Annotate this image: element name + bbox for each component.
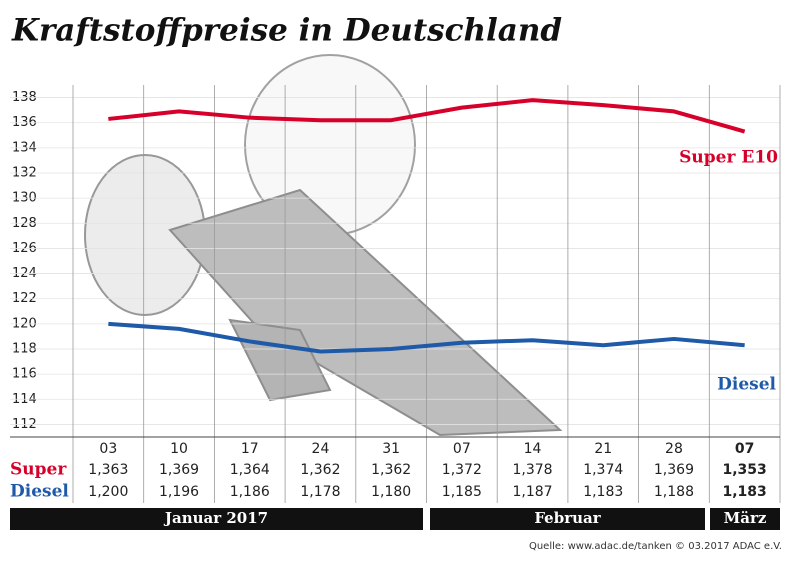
row-label: Super xyxy=(10,460,67,480)
value-label: 1,369 xyxy=(654,462,694,478)
x-tick-label: 21 xyxy=(594,441,612,457)
x-tick-label: 14 xyxy=(524,441,542,457)
month-bar xyxy=(10,508,423,530)
value-label: 1,363 xyxy=(88,462,128,478)
value-label: 1,362 xyxy=(371,462,411,478)
value-label: 1,378 xyxy=(513,462,553,478)
value-label: 1,188 xyxy=(654,484,694,500)
value-label: 1,180 xyxy=(371,484,411,500)
value-label: 1,196 xyxy=(159,484,199,500)
x-tick-label: 03 xyxy=(99,441,117,457)
value-label: 1,185 xyxy=(442,484,482,500)
value-label: 1,183 xyxy=(583,484,623,500)
value-label: 1,200 xyxy=(88,484,128,500)
series-line xyxy=(108,98,746,134)
value-label: 1,186 xyxy=(230,484,270,500)
x-tick-label: 31 xyxy=(382,441,400,457)
value-label: 1,178 xyxy=(300,484,340,500)
chart-title: Kraftstoffpreise in Deutschland xyxy=(11,13,562,49)
month-label: März xyxy=(724,509,767,527)
value-label: 1,362 xyxy=(300,462,340,478)
x-tick-label: 17 xyxy=(241,441,259,457)
month-bar xyxy=(430,508,705,530)
x-tick-label: 10 xyxy=(170,441,188,457)
series-label: Diesel xyxy=(717,375,776,395)
x-tick-label: 07 xyxy=(453,441,471,457)
value-label: 1,353 xyxy=(723,462,767,478)
value-label: 1,183 xyxy=(723,484,767,500)
series-line xyxy=(108,321,745,354)
x-tick-label: 28 xyxy=(665,441,683,457)
nozzle-handle xyxy=(228,318,332,402)
value-label: 1,369 xyxy=(159,462,199,478)
month-label: Januar 2017 xyxy=(163,509,268,527)
month-label: Februar xyxy=(534,509,601,527)
month-bar xyxy=(710,508,780,530)
row-label: Diesel xyxy=(10,482,69,502)
x-tick-label: 07 xyxy=(735,441,754,457)
value-label: 1,372 xyxy=(442,462,482,478)
value-label: 1,374 xyxy=(583,462,623,478)
value-label: 1,364 xyxy=(230,462,270,478)
series-label: Super E10 xyxy=(679,148,778,168)
value-label: 1,187 xyxy=(513,484,553,500)
source: Quelle: www.adac.de/tanken © 03.2017 ADA… xyxy=(529,541,782,552)
x-tick-label: 24 xyxy=(312,441,330,457)
